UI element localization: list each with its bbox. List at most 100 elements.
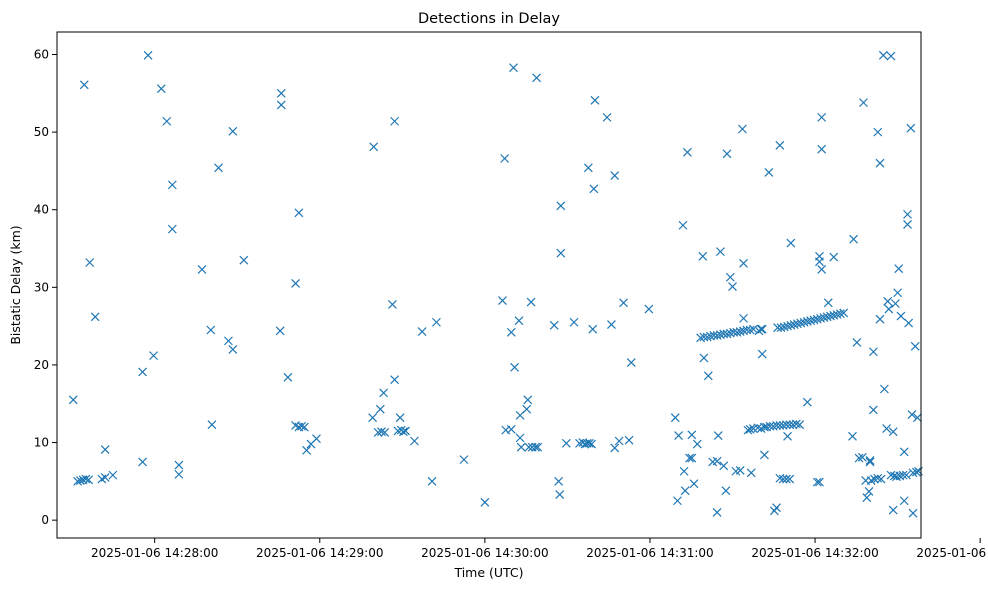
data-point: [100, 445, 110, 454]
data-point: [138, 457, 147, 467]
data-point: [276, 88, 286, 98]
data-point: [722, 329, 732, 339]
data-point: [395, 413, 405, 423]
data-point: [275, 326, 285, 336]
y-tick-label: 50: [34, 125, 49, 139]
data-point: [619, 298, 628, 308]
data-point: [79, 80, 89, 90]
data-point: [713, 431, 723, 440]
data-point: [888, 427, 898, 437]
data-point: [294, 208, 304, 218]
data-point: [223, 336, 233, 346]
data-point: [907, 410, 917, 420]
data-point: [826, 311, 835, 321]
data-point: [745, 424, 755, 434]
data-point: [506, 327, 516, 337]
data-point: [588, 324, 598, 334]
data-point: [857, 452, 867, 462]
data-point: [387, 299, 397, 309]
data-point: [782, 420, 791, 430]
data-point: [783, 431, 792, 441]
data-point: [90, 312, 100, 322]
data-point: [228, 126, 238, 136]
data-point: [561, 438, 571, 448]
data-point: [587, 439, 597, 449]
data-point: [903, 209, 912, 219]
data-point: [610, 171, 620, 180]
data-point: [624, 435, 634, 445]
data-point: [276, 100, 286, 110]
data-point: [911, 467, 921, 477]
data-point: [795, 420, 805, 430]
data-point: [906, 123, 916, 133]
data-point: [862, 493, 872, 503]
data-point: [369, 142, 379, 152]
data-point: [802, 317, 812, 326]
data-point: [728, 282, 737, 291]
data-point: [793, 319, 802, 329]
data-point: [865, 455, 875, 465]
x-tick-label: 2025-01-06 14:30:00: [421, 546, 548, 560]
data-point: [854, 453, 864, 463]
data-point: [554, 476, 564, 486]
data-point: [764, 168, 774, 177]
data-point: [817, 265, 827, 274]
data-point: [399, 427, 408, 437]
data-point: [864, 487, 874, 496]
data-point: [903, 220, 912, 229]
data-point: [746, 468, 756, 478]
data-point: [879, 384, 889, 394]
data-point: [908, 468, 918, 478]
data-point: [703, 371, 713, 381]
data-point: [757, 324, 767, 334]
data-point: [602, 112, 612, 122]
data-point: [732, 327, 742, 337]
data-point: [904, 318, 914, 328]
data-point: [712, 456, 722, 466]
data-point: [786, 320, 796, 330]
data-point: [673, 496, 682, 506]
data-point: [892, 472, 901, 482]
data-point: [531, 442, 540, 452]
data-point: [737, 124, 747, 134]
x-tick-label: 2025-01-06 14:31:00: [586, 546, 713, 560]
data-point: [859, 98, 868, 108]
data-point: [772, 503, 781, 513]
data-point: [682, 147, 692, 157]
data-point: [679, 466, 689, 476]
data-point: [823, 298, 833, 308]
data-point: [899, 447, 909, 457]
data-point: [376, 427, 386, 437]
data-point: [526, 297, 536, 307]
data-point: [68, 395, 78, 405]
data-point: [735, 327, 745, 336]
y-tick-label: 40: [34, 203, 49, 217]
data-point: [875, 158, 885, 168]
data-point: [555, 490, 565, 499]
data-point: [883, 296, 893, 306]
data-point: [778, 474, 788, 484]
data-point: [607, 320, 616, 330]
data-point: [896, 311, 906, 321]
data-point: [876, 474, 886, 484]
data-point: [373, 428, 383, 437]
data-point: [712, 331, 722, 340]
data-point: [832, 310, 842, 319]
data-point: [788, 420, 798, 430]
data-point: [138, 367, 147, 377]
data-point: [556, 248, 566, 258]
data-point: [380, 428, 390, 437]
x-tick-label: 2025-01-06 14:29:00: [256, 546, 383, 560]
data-point: [81, 474, 91, 484]
y-tick-label: 0: [41, 513, 49, 527]
data-point: [510, 362, 520, 372]
data-point: [816, 313, 825, 323]
data-point: [556, 201, 566, 211]
data-point: [283, 372, 293, 382]
data-point: [698, 251, 708, 261]
data-point: [167, 180, 177, 190]
data-point: [809, 315, 819, 325]
plot-frame: [56, 31, 922, 539]
data-point: [893, 288, 903, 298]
data-point: [228, 344, 238, 354]
